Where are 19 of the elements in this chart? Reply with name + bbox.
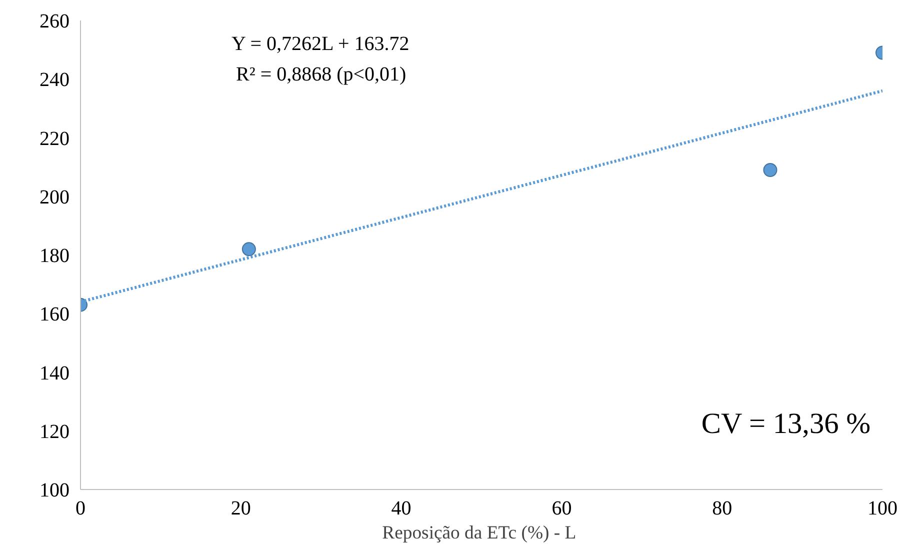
y-tick-label: 180 [40,245,70,267]
annotation: CV = 13,36 % [701,408,871,440]
y-tick-label: 140 [40,362,70,384]
y-tick-label: 240 [40,69,70,92]
x-tick-label: 80 [712,498,732,520]
x-tick-label: 100 [868,498,898,520]
y-tick-label: 100 [40,480,70,502]
x-tick-label: 40 [391,498,412,520]
y-tick-label: 260 [40,10,70,32]
x-axis-title: Reposição da ETc (%) - L [382,522,576,544]
annotation: R² = 0,8868 (p<0,01) [236,63,406,86]
annotation: Y = 0,7262L + 163.72 [231,32,410,55]
y-tick-label: 220 [40,128,70,150]
y-tick-label: 120 [40,420,70,443]
x-tick-label: 0 [76,498,86,520]
y-tick-label: 200 [40,186,70,208]
y-tick-label: 160 [40,304,70,326]
x-tick-label: 20 [230,498,251,520]
x-tick-label: 60 [552,498,572,520]
